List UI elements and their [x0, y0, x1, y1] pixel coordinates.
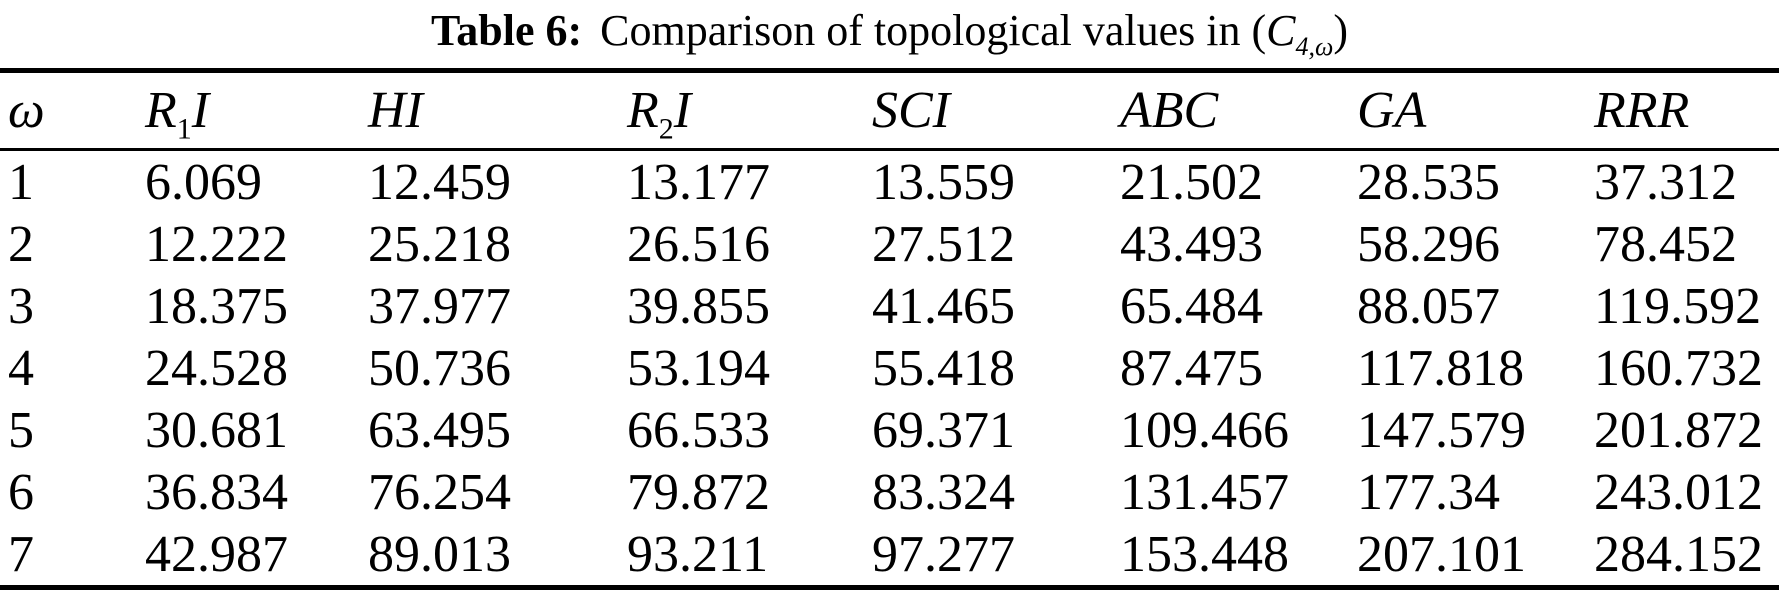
- table-cell: 1: [8, 153, 34, 211]
- table-cell: 117.818: [1357, 339, 1525, 397]
- table-cell: 79.872: [627, 463, 770, 521]
- table-cell: 3: [8, 277, 34, 335]
- table-row: 7 42.987 89.013 93.211 97.277 153.448 207.101 2…: [0, 523, 1779, 588]
- column-header: RRR: [1586, 70, 1779, 151]
- table-cell: 12.459: [368, 153, 511, 211]
- table-cell: 37.312: [1594, 153, 1737, 211]
- table-row: 3 18.375 37.977 39.855 41.465 65.484 88.057 119…: [0, 275, 1779, 337]
- table-cell: 88.057: [1357, 277, 1500, 335]
- table-cell: 50.736: [368, 339, 511, 397]
- table-row: 1 6.069 12.459 13.177 13.559 21.502 28.535 37.3…: [0, 150, 1779, 214]
- table-cell: 119.592: [1594, 277, 1762, 335]
- table-cell: 131.457: [1120, 463, 1289, 521]
- table-cell: 6: [8, 463, 34, 521]
- topological-values-table: ω R1I HI R2I SCI ABC GA RRR 1 6.069 12.459 13.177 1…: [0, 68, 1779, 590]
- table-cell: 207.101: [1357, 525, 1526, 583]
- column-header: R1I: [137, 70, 360, 151]
- table-cell: 18.375: [145, 277, 288, 335]
- table-cell: 53.194: [627, 339, 770, 397]
- column-header: SCI: [864, 70, 1112, 151]
- table-cell: 39.855: [627, 277, 770, 335]
- table-cell: 36.834: [145, 463, 288, 521]
- table-cell: 87.475: [1120, 339, 1263, 397]
- table-row: 6 36.834 76.254 79.872 83.324 131.457 177.34 24…: [0, 461, 1779, 523]
- caption-graph-symbol: (C4,ω): [1251, 6, 1349, 61]
- column-header: ω: [0, 70, 137, 151]
- table-cell: 58.296: [1357, 215, 1500, 273]
- table-cell: 177.34: [1357, 463, 1500, 521]
- table-row: 5 30.681 63.495 66.533 69.371 109.466 147.579 2…: [0, 399, 1779, 461]
- table-cell: 7: [8, 525, 34, 583]
- table-cell: 66.533: [627, 401, 770, 459]
- table-header: ω R1I HI R2I SCI ABC GA RRR: [0, 70, 1779, 151]
- table-cell: 4: [8, 339, 34, 397]
- table-cell: 89.013: [368, 525, 511, 583]
- table-cell: 63.495: [368, 401, 511, 459]
- table-row: 4 24.528 50.736 53.194 55.418 87.475 117.818 16…: [0, 337, 1779, 399]
- table-cell: 26.516: [627, 215, 770, 273]
- table-cell: 78.452: [1594, 215, 1737, 273]
- table-cell: 65.484: [1120, 277, 1263, 335]
- table-cell: 160.732: [1594, 339, 1763, 397]
- table-cell: 153.448: [1120, 525, 1289, 583]
- table-cell: 25.218: [368, 215, 511, 273]
- table-cell: 2: [8, 215, 34, 273]
- column-header: HI: [360, 70, 619, 151]
- table-cell: 83.324: [872, 463, 1015, 521]
- table-cell: 147.579: [1357, 401, 1526, 459]
- table-cell: 42.987: [145, 525, 288, 583]
- column-header: ABC: [1112, 70, 1349, 151]
- table-cell: 13.559: [872, 153, 1015, 211]
- table-cell: 43.493: [1120, 215, 1263, 273]
- table-cell: 201.872: [1594, 401, 1763, 459]
- table-cell: 30.681: [145, 401, 288, 459]
- table-cell: 21.502: [1120, 153, 1263, 211]
- table-cell: 69.371: [872, 401, 1015, 459]
- table-cell: 284.152: [1594, 525, 1763, 583]
- table-row: 2 12.222 25.218 26.516 27.512 43.493 58.296 78.…: [0, 213, 1779, 275]
- table-header-row: ω R1I HI R2I SCI ABC GA RRR: [0, 70, 1779, 151]
- table-cell: 55.418: [872, 339, 1015, 397]
- table-cell: 5: [8, 401, 34, 459]
- table-cell: 27.512: [872, 215, 1015, 273]
- caption-label: Table 6:: [430, 6, 583, 55]
- table-cell: 41.465: [872, 277, 1015, 335]
- table-body: 1 6.069 12.459 13.177 13.559 21.502 28.535 37.3…: [0, 150, 1779, 588]
- column-header: GA: [1349, 70, 1586, 151]
- table-cell: 37.977: [368, 277, 511, 335]
- table-cell: 13.177: [627, 153, 770, 211]
- caption-text: Comparison of topological values in: [600, 6, 1241, 55]
- table-caption: Table 6: Comparison of topological value…: [0, 0, 1779, 68]
- table-cell: 243.012: [1594, 463, 1763, 521]
- column-header: R2I: [619, 70, 864, 151]
- table-cell: 12.222: [145, 215, 288, 273]
- table-cell: 97.277: [872, 525, 1015, 583]
- table-cell: 93.211: [627, 525, 769, 583]
- table-cell: 24.528: [145, 339, 288, 397]
- table-cell: 6.069: [145, 153, 262, 211]
- table-cell: 109.466: [1120, 401, 1289, 459]
- table-cell: 28.535: [1357, 153, 1500, 211]
- table-cell: 76.254: [368, 463, 511, 521]
